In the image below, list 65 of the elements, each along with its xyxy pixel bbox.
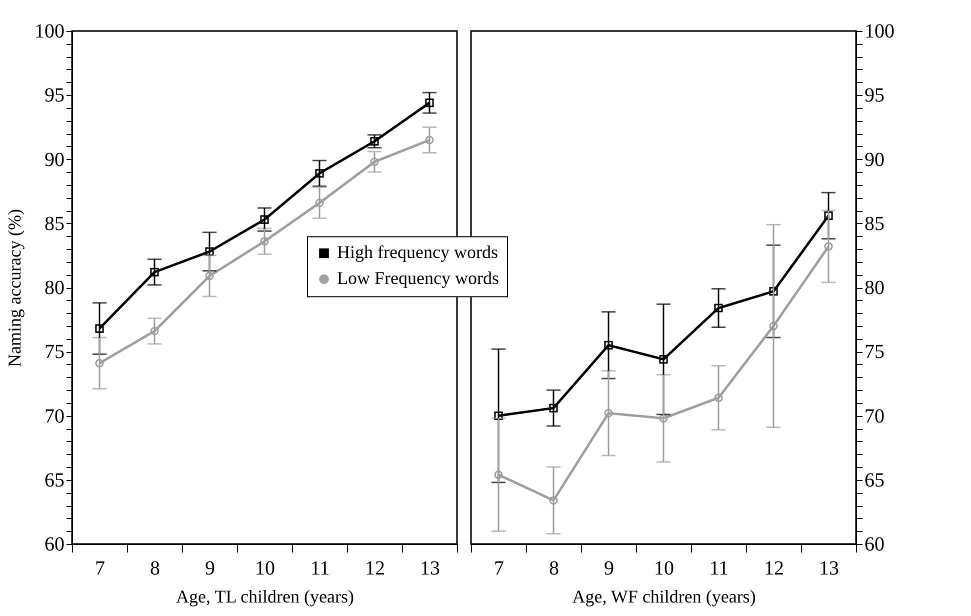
x-tick-label: 10: [255, 558, 275, 580]
point: [494, 411, 503, 420]
legend-label: Low Frequency words: [337, 268, 499, 288]
x-tick-label: 12: [365, 558, 385, 580]
point: [769, 287, 778, 296]
y-tick-label: 75: [44, 341, 64, 364]
y-tick-label: 70: [44, 405, 64, 428]
y-tick-label: 80: [44, 277, 64, 299]
x-tick-label: 7: [494, 558, 504, 580]
x-tick-label: 8: [549, 558, 559, 580]
point: [549, 496, 558, 505]
point: [604, 408, 613, 418]
point: [494, 470, 503, 480]
y2-tick-label: 100: [864, 20, 894, 42]
point: [549, 404, 558, 412]
x-tick-label: 9: [205, 558, 215, 580]
y2-tick-label: 95: [864, 84, 884, 107]
x-axis-title: Age, TL children (years): [176, 586, 354, 606]
x-tick-label: 9: [604, 558, 614, 580]
x-axis-title: Age, WF children (years): [572, 586, 756, 606]
x-tick-label: 11: [709, 558, 729, 580]
point: [659, 414, 668, 423]
y2-tick-label: 65: [864, 469, 884, 492]
point: [370, 137, 379, 146]
point: [95, 358, 104, 368]
y-tick-label: 85: [44, 212, 64, 235]
x-tick-label: 12: [764, 558, 784, 580]
x-tick-label: 13: [819, 558, 839, 580]
y2-tick-label: 90: [864, 148, 884, 171]
y-tick-label: 100: [34, 20, 64, 42]
y2-tick-label: 85: [864, 212, 884, 235]
point: [150, 326, 159, 336]
point: [425, 136, 434, 144]
y2-tick-label: 80: [864, 277, 884, 299]
point: [824, 242, 833, 251]
x-tick-label: 13: [420, 558, 440, 580]
point: [604, 340, 613, 350]
point: [315, 169, 324, 178]
y-tick-label: 60: [44, 534, 64, 556]
y-tick-label: 65: [44, 469, 64, 492]
point: [714, 394, 723, 402]
legend-label: High frequency words: [337, 242, 498, 262]
y-axis-title: Naming accuracy (%): [4, 209, 24, 367]
y2-tick-label: 75: [864, 341, 884, 364]
point: [205, 272, 214, 280]
y2-tick-label: 60: [864, 534, 884, 556]
point: [714, 304, 723, 312]
point: [150, 268, 159, 276]
point: [260, 237, 269, 246]
point: [824, 211, 833, 220]
point: [425, 98, 434, 108]
point: [315, 198, 324, 208]
point: [205, 247, 214, 256]
x-tick-label: 10: [654, 558, 674, 580]
y2-tick-label: 70: [864, 405, 884, 428]
point: [659, 355, 668, 364]
point: [769, 322, 778, 330]
y-tick-label: 90: [44, 148, 64, 171]
point: [370, 158, 379, 166]
point: [95, 324, 104, 333]
x-tick-label: 7: [95, 558, 105, 580]
x-tick-label: 11: [310, 558, 330, 580]
point: [260, 215, 269, 224]
y-tick-label: 95: [44, 84, 64, 107]
x-tick-label: 8: [150, 558, 160, 580]
